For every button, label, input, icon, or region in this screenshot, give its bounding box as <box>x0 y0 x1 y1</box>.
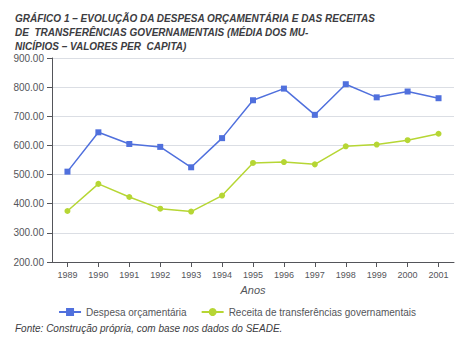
svg-text:1996: 1996 <box>274 270 294 280</box>
svg-text:DE TRANSFERÊNCIAS GOVERNAMENT: DE TRANSFERÊNCIAS GOVERNAMENTAIS (MÉDIA … <box>15 26 309 38</box>
svg-text:1989: 1989 <box>57 270 77 280</box>
svg-text:200.00: 200.00 <box>13 257 44 268</box>
svg-text:NICÍPIOS – VALORES PER CAPITA: NICÍPIOS – VALORES PER CAPITA) <box>15 40 187 52</box>
svg-text:Despesa orçamentária: Despesa orçamentária <box>86 307 187 318</box>
svg-text:1995: 1995 <box>243 270 263 280</box>
svg-text:Anos: Anos <box>239 284 266 296</box>
svg-text:900.00: 900.00 <box>13 53 44 64</box>
svg-text:400.00: 400.00 <box>13 198 44 209</box>
svg-text:Receita de transferências gove: Receita de transferências governamentais <box>229 307 416 318</box>
svg-text:800.00: 800.00 <box>13 82 44 93</box>
svg-text:1994: 1994 <box>212 270 232 280</box>
svg-text:1998: 1998 <box>336 270 356 280</box>
svg-text:600.00: 600.00 <box>13 140 44 151</box>
svg-text:1997: 1997 <box>305 270 325 280</box>
svg-text:2000: 2000 <box>398 270 418 280</box>
svg-text:1990: 1990 <box>88 270 108 280</box>
svg-text:500.00: 500.00 <box>13 169 44 180</box>
svg-text:700.00: 700.00 <box>13 111 44 122</box>
svg-text:1999: 1999 <box>367 270 387 280</box>
svg-text:1993: 1993 <box>181 270 201 280</box>
svg-text:1992: 1992 <box>150 270 170 280</box>
svg-text:300.00: 300.00 <box>13 227 44 238</box>
svg-text:GRÁFICO 1 – EVOLUÇÃO DA DESPES: GRÁFICO 1 – EVOLUÇÃO DA DESPESA ORÇAMENT… <box>15 12 375 24</box>
svg-text:Fonte: Construção própria, com: Fonte: Construção própria, com base nos … <box>15 323 282 334</box>
svg-text:1991: 1991 <box>119 270 139 280</box>
svg-text:2001: 2001 <box>429 270 449 280</box>
